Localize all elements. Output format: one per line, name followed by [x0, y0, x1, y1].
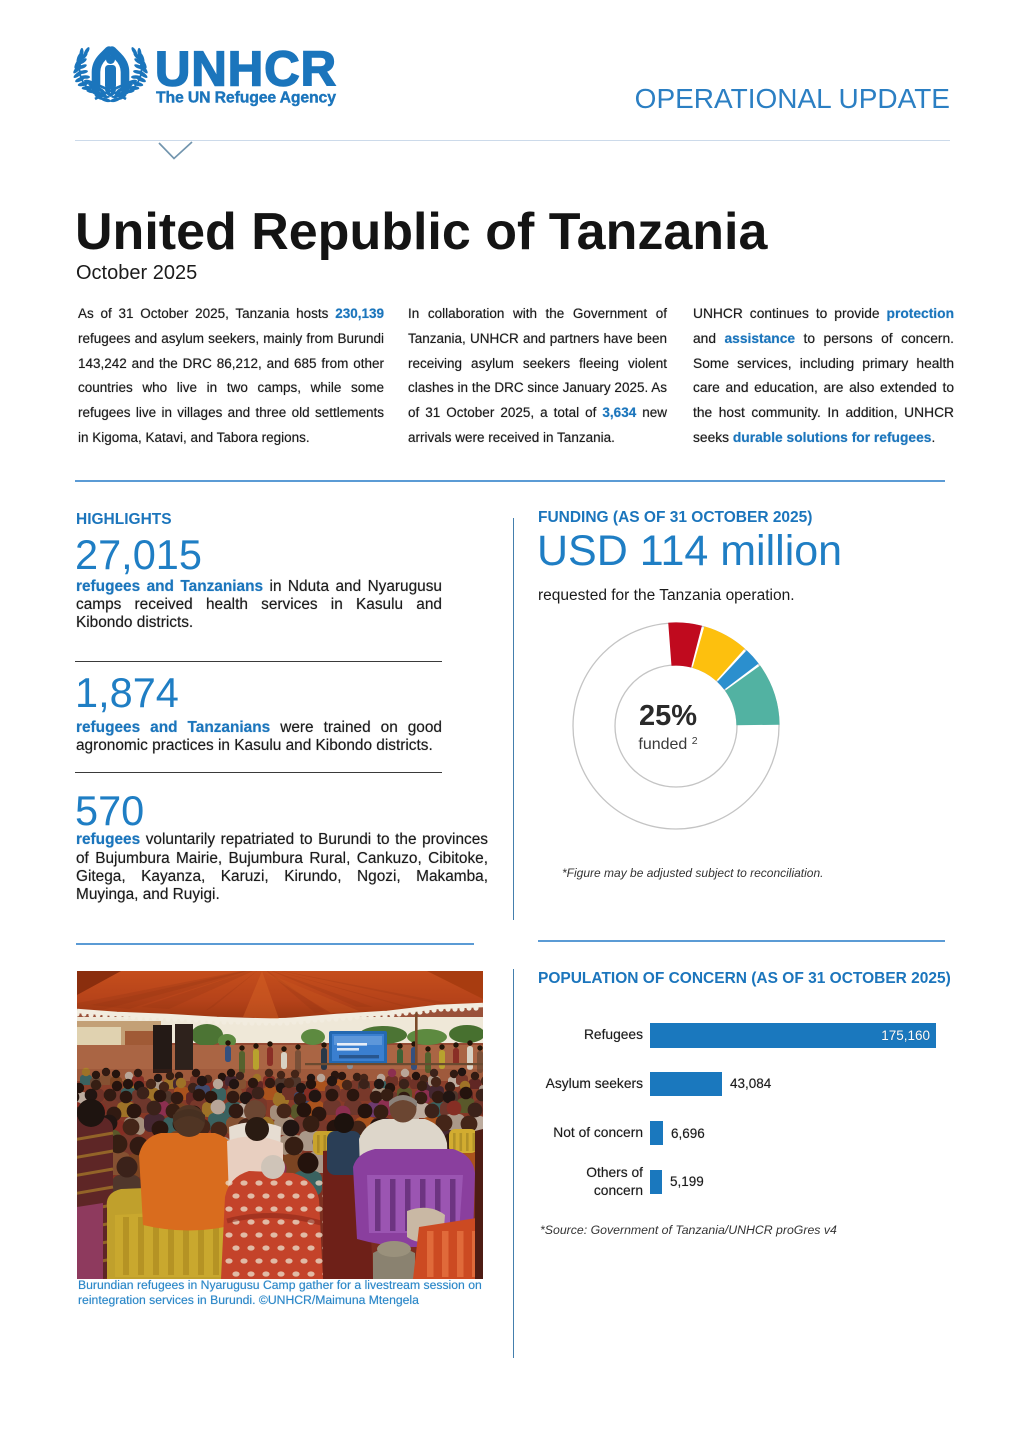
svg-text:The UN Refugee Agency: The UN Refugee Agency	[156, 90, 336, 107]
svg-text:UNHCR: UNHCR	[155, 43, 336, 97]
